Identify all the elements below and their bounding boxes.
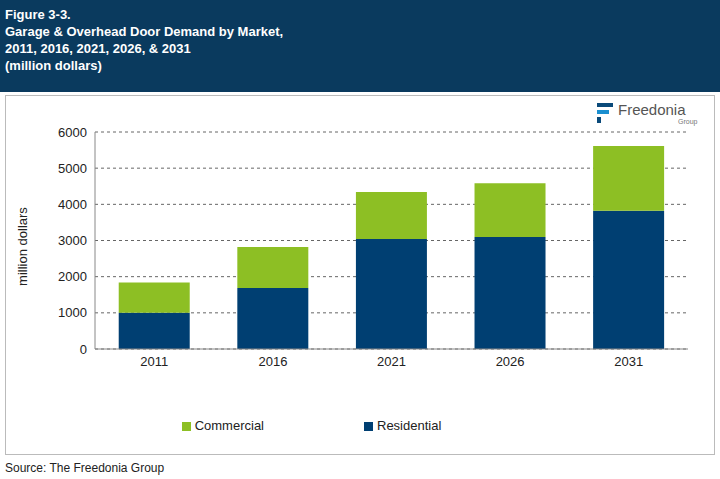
svg-text:1000: 1000 <box>58 305 87 320</box>
html-text:Group: Group <box>678 118 698 125</box>
svg-text:3000: 3000 <box>58 233 87 248</box>
svg-text:2011: 2011 <box>140 354 168 369</box>
svg-text:6000: 6000 <box>58 125 87 140</box>
svg-text:2031: 2031 <box>614 354 643 369</box>
svg-text:2026: 2026 <box>496 354 525 369</box>
html-text:Freedonia: Freedonia <box>618 101 686 118</box>
svg-text:5000: 5000 <box>58 161 87 176</box>
html-text:million dollars: million dollars <box>14 207 30 286</box>
html-text:Garage & Overhead Door Demand: Garage & Overhead Door Demand by Market, <box>5 24 284 39</box>
html-text:Figure 3-3.: Figure 3-3. <box>5 7 71 22</box>
html-text:Residential: Residential <box>377 418 442 433</box>
html-text:2011, 2016, 2021, 2026, & 2031: 2011, 2016, 2021, 2026, & 2031 <box>5 41 191 56</box>
svg-text:2021: 2021 <box>377 354 406 369</box>
svg-text:2000: 2000 <box>58 269 87 284</box>
html-text:(million dollars): (million dollars) <box>5 58 102 73</box>
html-text:Commercial: Commercial <box>194 418 264 433</box>
svg-text:4000: 4000 <box>58 197 87 212</box>
svg-text:0: 0 <box>80 342 87 357</box>
svg-text:2016: 2016 <box>258 354 287 369</box>
html-text:Source: The Freedonia Group: Source: The Freedonia Group <box>5 461 165 475</box>
